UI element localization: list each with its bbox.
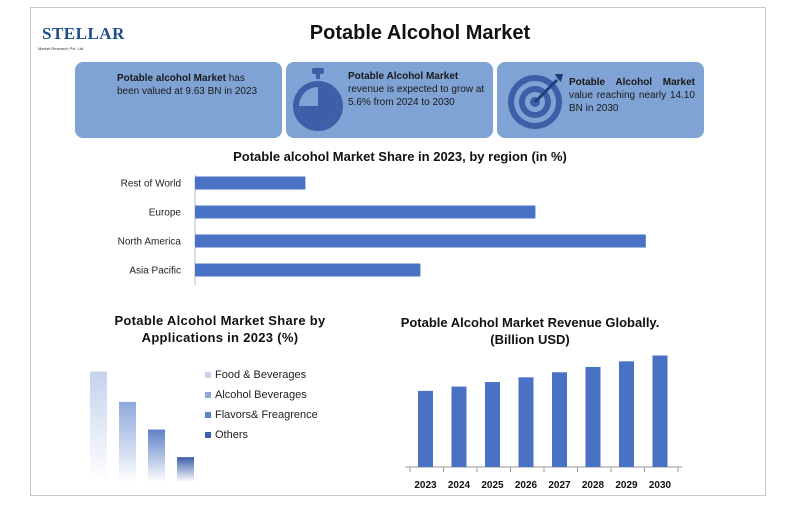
logo-text: STELLAR <box>42 24 125 43</box>
stopwatch-icon <box>293 68 343 131</box>
legend-swatch <box>205 432 211 438</box>
region-chart-title: Potable alcohol Market Share in 2023, by… <box>233 149 567 164</box>
legend-swatch <box>205 392 211 398</box>
card-text: Potable alcohol Market has been valued a… <box>117 73 258 97</box>
revenue-chart-title: Potable Alcohol Market Revenue Globally.… <box>400 315 660 347</box>
legend-item: Food & Beverages <box>205 365 318 385</box>
legend-item: Flavors& Freagrence <box>205 405 318 425</box>
stat-card-forecast: Potable Alcohol Market value reaching ne… <box>497 62 704 138</box>
legend-item: Alcohol Beverages <box>205 385 318 405</box>
card-text: Potable Alcohol Market value reaching ne… <box>569 77 695 114</box>
stat-card-valuation: Potable alcohol Market has been valued a… <box>75 62 282 138</box>
stellar-logo: STELLAR Market Research Pvt. Ltd. <box>38 24 124 58</box>
legend-swatch <box>205 412 211 418</box>
stat-card-growth: Potable Alcohol Market revenue is expect… <box>286 62 493 138</box>
card-text: Potable Alcohol Market revenue is expect… <box>348 71 485 108</box>
target-icon <box>508 74 563 129</box>
legend-swatch <box>205 372 211 378</box>
legend-item: Others <box>205 425 318 445</box>
application-legend: Food & Beverages Alcohol Beverages Flavo… <box>205 365 318 445</box>
page-title: Potable Alcohol Market <box>309 22 531 44</box>
logo-tagline: Market Research Pvt. Ltd. <box>38 46 85 51</box>
infographic-frame <box>30 7 766 496</box>
application-chart-title: Potable Alcohol Market Share by Applicat… <box>114 313 326 345</box>
